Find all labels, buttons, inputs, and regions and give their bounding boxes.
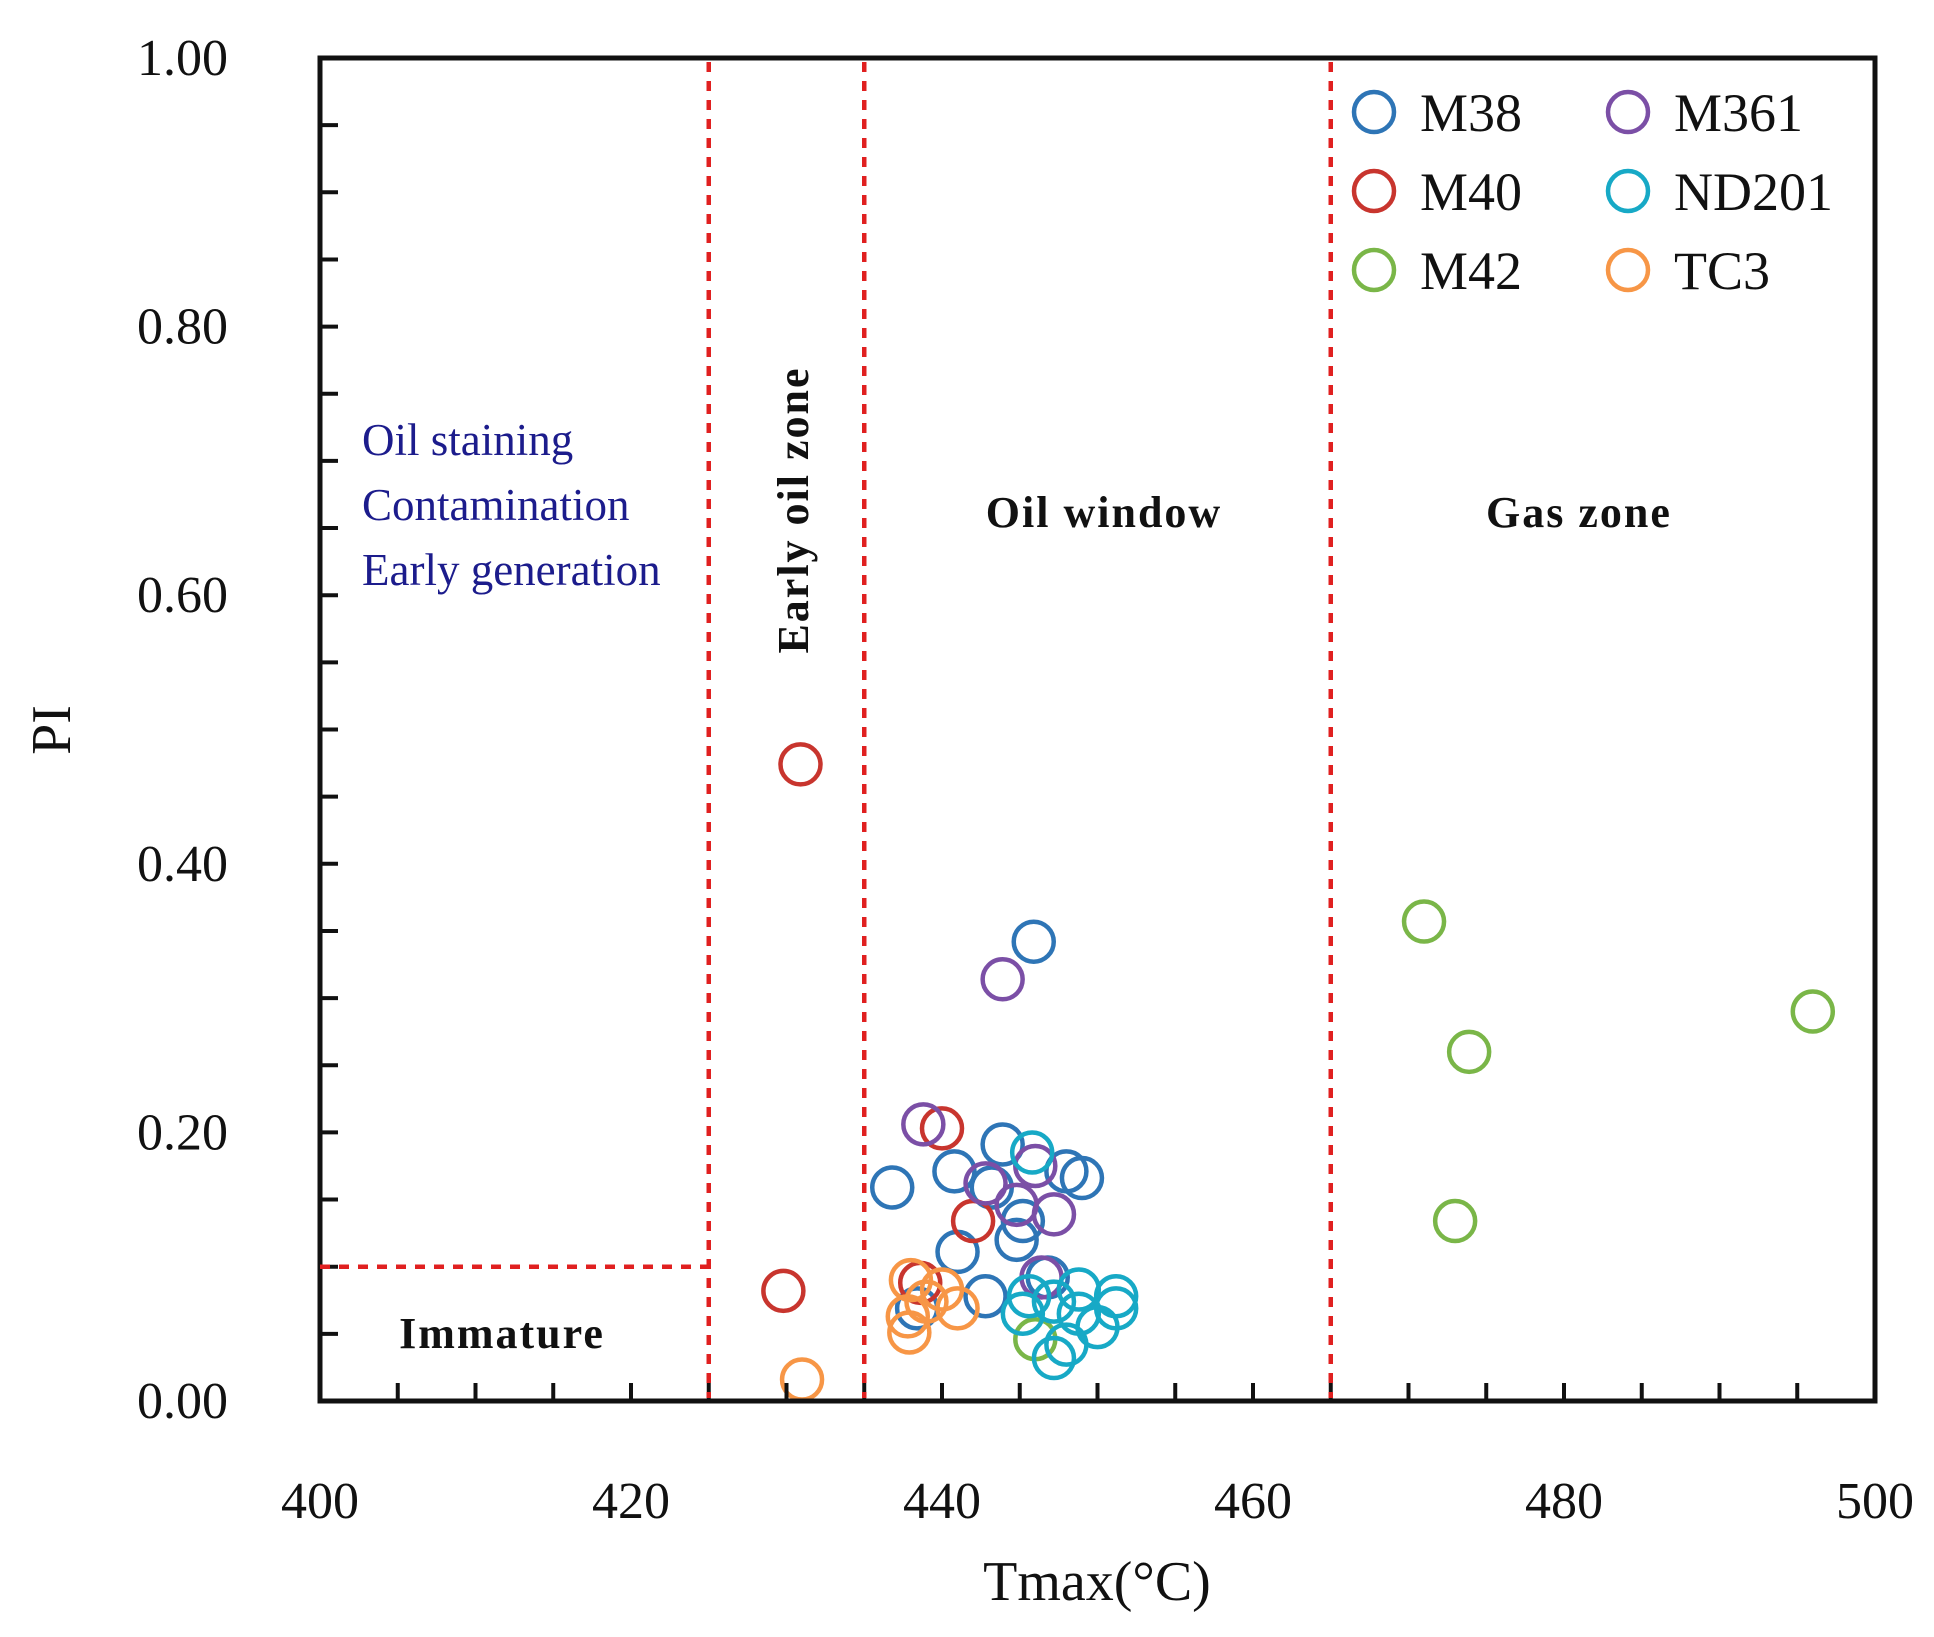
- data-point-m38: [935, 1229, 980, 1275]
- data-point-m361: [980, 957, 1025, 1002]
- legend-marker-nd201: [1605, 168, 1651, 214]
- data-point-nd201: [1056, 1291, 1102, 1336]
- legend-label-m38: M38: [1420, 83, 1522, 143]
- y-tick-label: 0.60: [137, 567, 228, 624]
- data-point-m38: [869, 1165, 915, 1210]
- legend-marker-tc3: [1605, 247, 1651, 293]
- y-tick-label: 0.00: [137, 1373, 228, 1430]
- data-point-m38: [980, 1122, 1025, 1167]
- legend-label-m42: M42: [1420, 241, 1522, 301]
- legend-marker-m38: [1351, 89, 1397, 135]
- data-point-nd201: [1009, 1130, 1055, 1175]
- x-axis-label: Tmax(°C): [983, 1551, 1211, 1613]
- zone-label-immature: Immature: [399, 1309, 605, 1358]
- legend-label-nd201: ND201: [1674, 162, 1833, 222]
- data-point-nd201: [1044, 1322, 1089, 1367]
- y-tick-label: 1.00: [137, 30, 228, 87]
- zone-label-early-generation: Early generation: [362, 545, 661, 595]
- legend-label-tc3: TC3: [1674, 241, 1770, 301]
- plot-frame: [317, 55, 1878, 1404]
- zone-label-contamination: Contamination: [362, 480, 629, 530]
- legend-marker-m40: [1351, 168, 1397, 214]
- zone-label-oil-window: Oil window: [986, 488, 1222, 537]
- legend-label-m40: M40: [1420, 162, 1522, 222]
- data-point-m361: [901, 1102, 946, 1147]
- legend-marker-m361: [1605, 89, 1651, 135]
- y-tick-label: 0.20: [137, 1104, 228, 1161]
- data-point-m40: [778, 742, 823, 787]
- data-point-m42: [1432, 1198, 1478, 1244]
- y-tick-label: 0.40: [137, 836, 228, 893]
- data-point-m38: [1059, 1155, 1105, 1201]
- axis-ticks: 400 420 440 460 480 500 0.00 0.20 0.40 0.60 0.80 1.…: [137, 30, 1914, 1530]
- x-tick-label: 400: [281, 1473, 359, 1530]
- y-axis-label: PI: [21, 705, 83, 755]
- data-point-nd201: [1031, 1279, 1077, 1324]
- zone-boundaries: [320, 62, 1333, 1398]
- y-tick-label: 0.80: [137, 299, 228, 356]
- legend-label-m361: M361: [1674, 83, 1803, 143]
- data-point-m42: [1790, 989, 1836, 1034]
- data-point-nd201: [1006, 1273, 1052, 1319]
- data-point-m42: [1446, 1029, 1492, 1075]
- data-points: [761, 742, 1836, 1402]
- data-point-m38: [1011, 919, 1056, 964]
- data-point-m42: [1401, 899, 1447, 944]
- legend: M38 M40 M42 M361 ND201 TC3: [1351, 83, 1833, 301]
- legend-marker-m42: [1351, 247, 1397, 293]
- data-point-m361: [994, 1182, 1039, 1228]
- data-point-m38: [932, 1149, 977, 1194]
- x-tick-label: 460: [1214, 1473, 1292, 1530]
- zone-label-gas-zone: Gas zone: [1486, 488, 1672, 537]
- data-point-m361: [963, 1161, 1008, 1206]
- data-point-m38: [994, 1217, 1039, 1263]
- data-point-m40: [761, 1268, 806, 1314]
- zone-label-early-oil-zone: Early oil zone: [769, 366, 818, 653]
- data-point-m40: [950, 1198, 996, 1244]
- x-tick-label: 420: [592, 1473, 670, 1530]
- data-point-nd201: [1031, 1335, 1077, 1381]
- x-tick-label: 440: [903, 1473, 981, 1530]
- zone-label-oil-staining: Oil staining: [362, 415, 573, 465]
- x-tick-label: 480: [1525, 1473, 1603, 1530]
- data-point-tc3: [935, 1286, 980, 1331]
- x-tick-label: 500: [1836, 1473, 1914, 1530]
- data-point-m40: [919, 1106, 965, 1151]
- data-point-m38: [963, 1273, 1008, 1319]
- data-point-tc3: [904, 1279, 949, 1324]
